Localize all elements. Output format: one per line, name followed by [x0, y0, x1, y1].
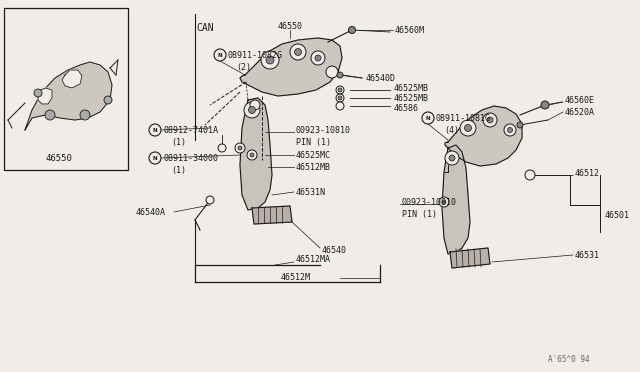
Text: PIN (1): PIN (1)	[296, 138, 331, 147]
Circle shape	[248, 106, 255, 113]
Polygon shape	[442, 145, 470, 254]
Circle shape	[422, 112, 434, 124]
Circle shape	[235, 143, 245, 153]
Circle shape	[326, 66, 338, 78]
Text: 46512M: 46512M	[281, 273, 311, 282]
Polygon shape	[445, 106, 522, 166]
Circle shape	[465, 125, 472, 131]
Text: CAN: CAN	[196, 23, 214, 33]
Polygon shape	[240, 38, 342, 96]
Circle shape	[149, 152, 161, 164]
Circle shape	[244, 102, 260, 118]
Text: (1): (1)	[171, 166, 186, 174]
Circle shape	[104, 96, 112, 104]
Circle shape	[311, 51, 325, 65]
Circle shape	[238, 146, 242, 150]
Text: 46550: 46550	[46, 154, 73, 163]
Text: 46525MC: 46525MC	[296, 151, 331, 160]
Circle shape	[218, 144, 226, 152]
Text: 46512MA: 46512MA	[296, 256, 331, 264]
Circle shape	[266, 56, 274, 64]
Circle shape	[261, 51, 279, 69]
Circle shape	[541, 101, 549, 109]
Circle shape	[315, 55, 321, 61]
Circle shape	[504, 124, 516, 136]
Polygon shape	[252, 206, 292, 224]
Text: N: N	[426, 115, 430, 121]
Circle shape	[45, 110, 55, 120]
Circle shape	[336, 102, 344, 110]
Bar	[4, 8, 128, 170]
Text: 46512MB: 46512MB	[296, 163, 331, 171]
Circle shape	[517, 122, 523, 128]
Text: 46560M: 46560M	[395, 26, 425, 35]
Circle shape	[247, 150, 257, 160]
Text: 00923-10810: 00923-10810	[402, 198, 457, 206]
Text: PIN (1): PIN (1)	[402, 209, 437, 218]
Text: N: N	[153, 155, 157, 160]
Circle shape	[483, 113, 497, 127]
Circle shape	[250, 153, 254, 157]
Text: 08911-1081G: 08911-1081G	[436, 113, 491, 122]
Text: 46512: 46512	[575, 169, 600, 177]
Polygon shape	[450, 248, 490, 268]
Circle shape	[80, 110, 90, 120]
Text: 46531N: 46531N	[296, 187, 326, 196]
Text: 46560E: 46560E	[565, 96, 595, 105]
Text: (4): (4)	[444, 125, 459, 135]
Circle shape	[336, 94, 344, 102]
Circle shape	[149, 124, 161, 136]
Circle shape	[487, 117, 493, 123]
Circle shape	[460, 120, 476, 136]
Circle shape	[508, 128, 513, 132]
Circle shape	[290, 44, 306, 60]
Circle shape	[442, 200, 446, 204]
Text: 46525MB: 46525MB	[394, 83, 429, 93]
Text: 08912-7401A: 08912-7401A	[163, 125, 218, 135]
Text: 46586: 46586	[394, 103, 419, 112]
Circle shape	[250, 100, 260, 110]
Polygon shape	[62, 70, 82, 88]
Circle shape	[206, 196, 214, 204]
Polygon shape	[38, 88, 52, 104]
Circle shape	[336, 86, 344, 94]
Text: (2): (2)	[236, 62, 251, 71]
Text: 46540D: 46540D	[366, 74, 396, 83]
Text: (1): (1)	[171, 138, 186, 147]
Circle shape	[34, 89, 42, 97]
Circle shape	[349, 26, 355, 33]
Text: 46520A: 46520A	[565, 108, 595, 116]
Text: 46550: 46550	[278, 22, 303, 31]
Circle shape	[338, 96, 342, 100]
Text: 08911-1082G: 08911-1082G	[228, 51, 283, 60]
Circle shape	[214, 49, 226, 61]
Text: N: N	[218, 52, 222, 58]
Circle shape	[439, 197, 449, 207]
Text: 46525MB: 46525MB	[394, 93, 429, 103]
Circle shape	[337, 72, 343, 78]
Text: 08911-34000: 08911-34000	[163, 154, 218, 163]
Text: A'65^0 94: A'65^0 94	[548, 356, 590, 365]
Text: 46540: 46540	[322, 246, 347, 254]
Circle shape	[525, 170, 535, 180]
Circle shape	[445, 151, 459, 165]
Text: 00923-10810: 00923-10810	[296, 125, 351, 135]
Polygon shape	[240, 98, 272, 210]
Text: 46540A: 46540A	[136, 208, 166, 217]
Text: 46531: 46531	[575, 250, 600, 260]
Polygon shape	[25, 62, 112, 130]
Circle shape	[294, 48, 301, 55]
Text: N: N	[153, 128, 157, 132]
Text: 46501: 46501	[605, 211, 630, 219]
Circle shape	[338, 88, 342, 92]
Circle shape	[449, 155, 455, 161]
